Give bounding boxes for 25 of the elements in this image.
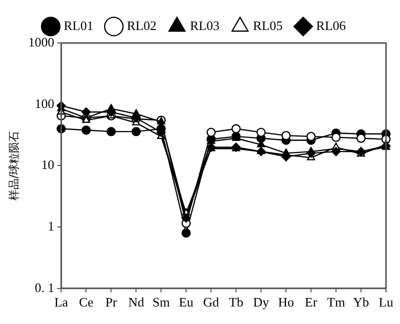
y-tick-label: 1 [48, 218, 54, 234]
x-tick-label: Gd [203, 294, 220, 310]
x-tick-label: Eu [178, 294, 194, 310]
x-tick-label: Tb [228, 294, 244, 310]
legend-label: RL05 [253, 18, 283, 33]
x-tick-label: Nd [128, 294, 145, 310]
y-axis-title: 样品/球粒陨石 [7, 130, 20, 201]
y-tick-label: 100 [34, 96, 54, 111]
legend-label: RL06 [316, 18, 346, 33]
y-tick-label: 0. 1 [34, 280, 54, 295]
y-tick-label: 1000 [28, 34, 54, 50]
x-tick-label: Lu [378, 294, 394, 310]
legend-label: RL03 [190, 18, 220, 33]
x-tick-label: Yb [353, 294, 369, 310]
y-tick-label: 10 [41, 157, 54, 172]
x-tick-label: Ce [78, 294, 94, 310]
x-tick-label: Pr [105, 294, 118, 310]
legend-label: RL01 [64, 18, 94, 33]
x-tick-label: Ho [278, 294, 294, 310]
x-tick-label: Sm [152, 294, 170, 310]
x-tick-label: Tm [327, 294, 346, 310]
x-tick-label: Dy [253, 294, 270, 310]
legend-label: RL02 [126, 18, 156, 33]
x-tick-label: Er [304, 294, 318, 310]
x-tick-label: La [54, 294, 68, 310]
